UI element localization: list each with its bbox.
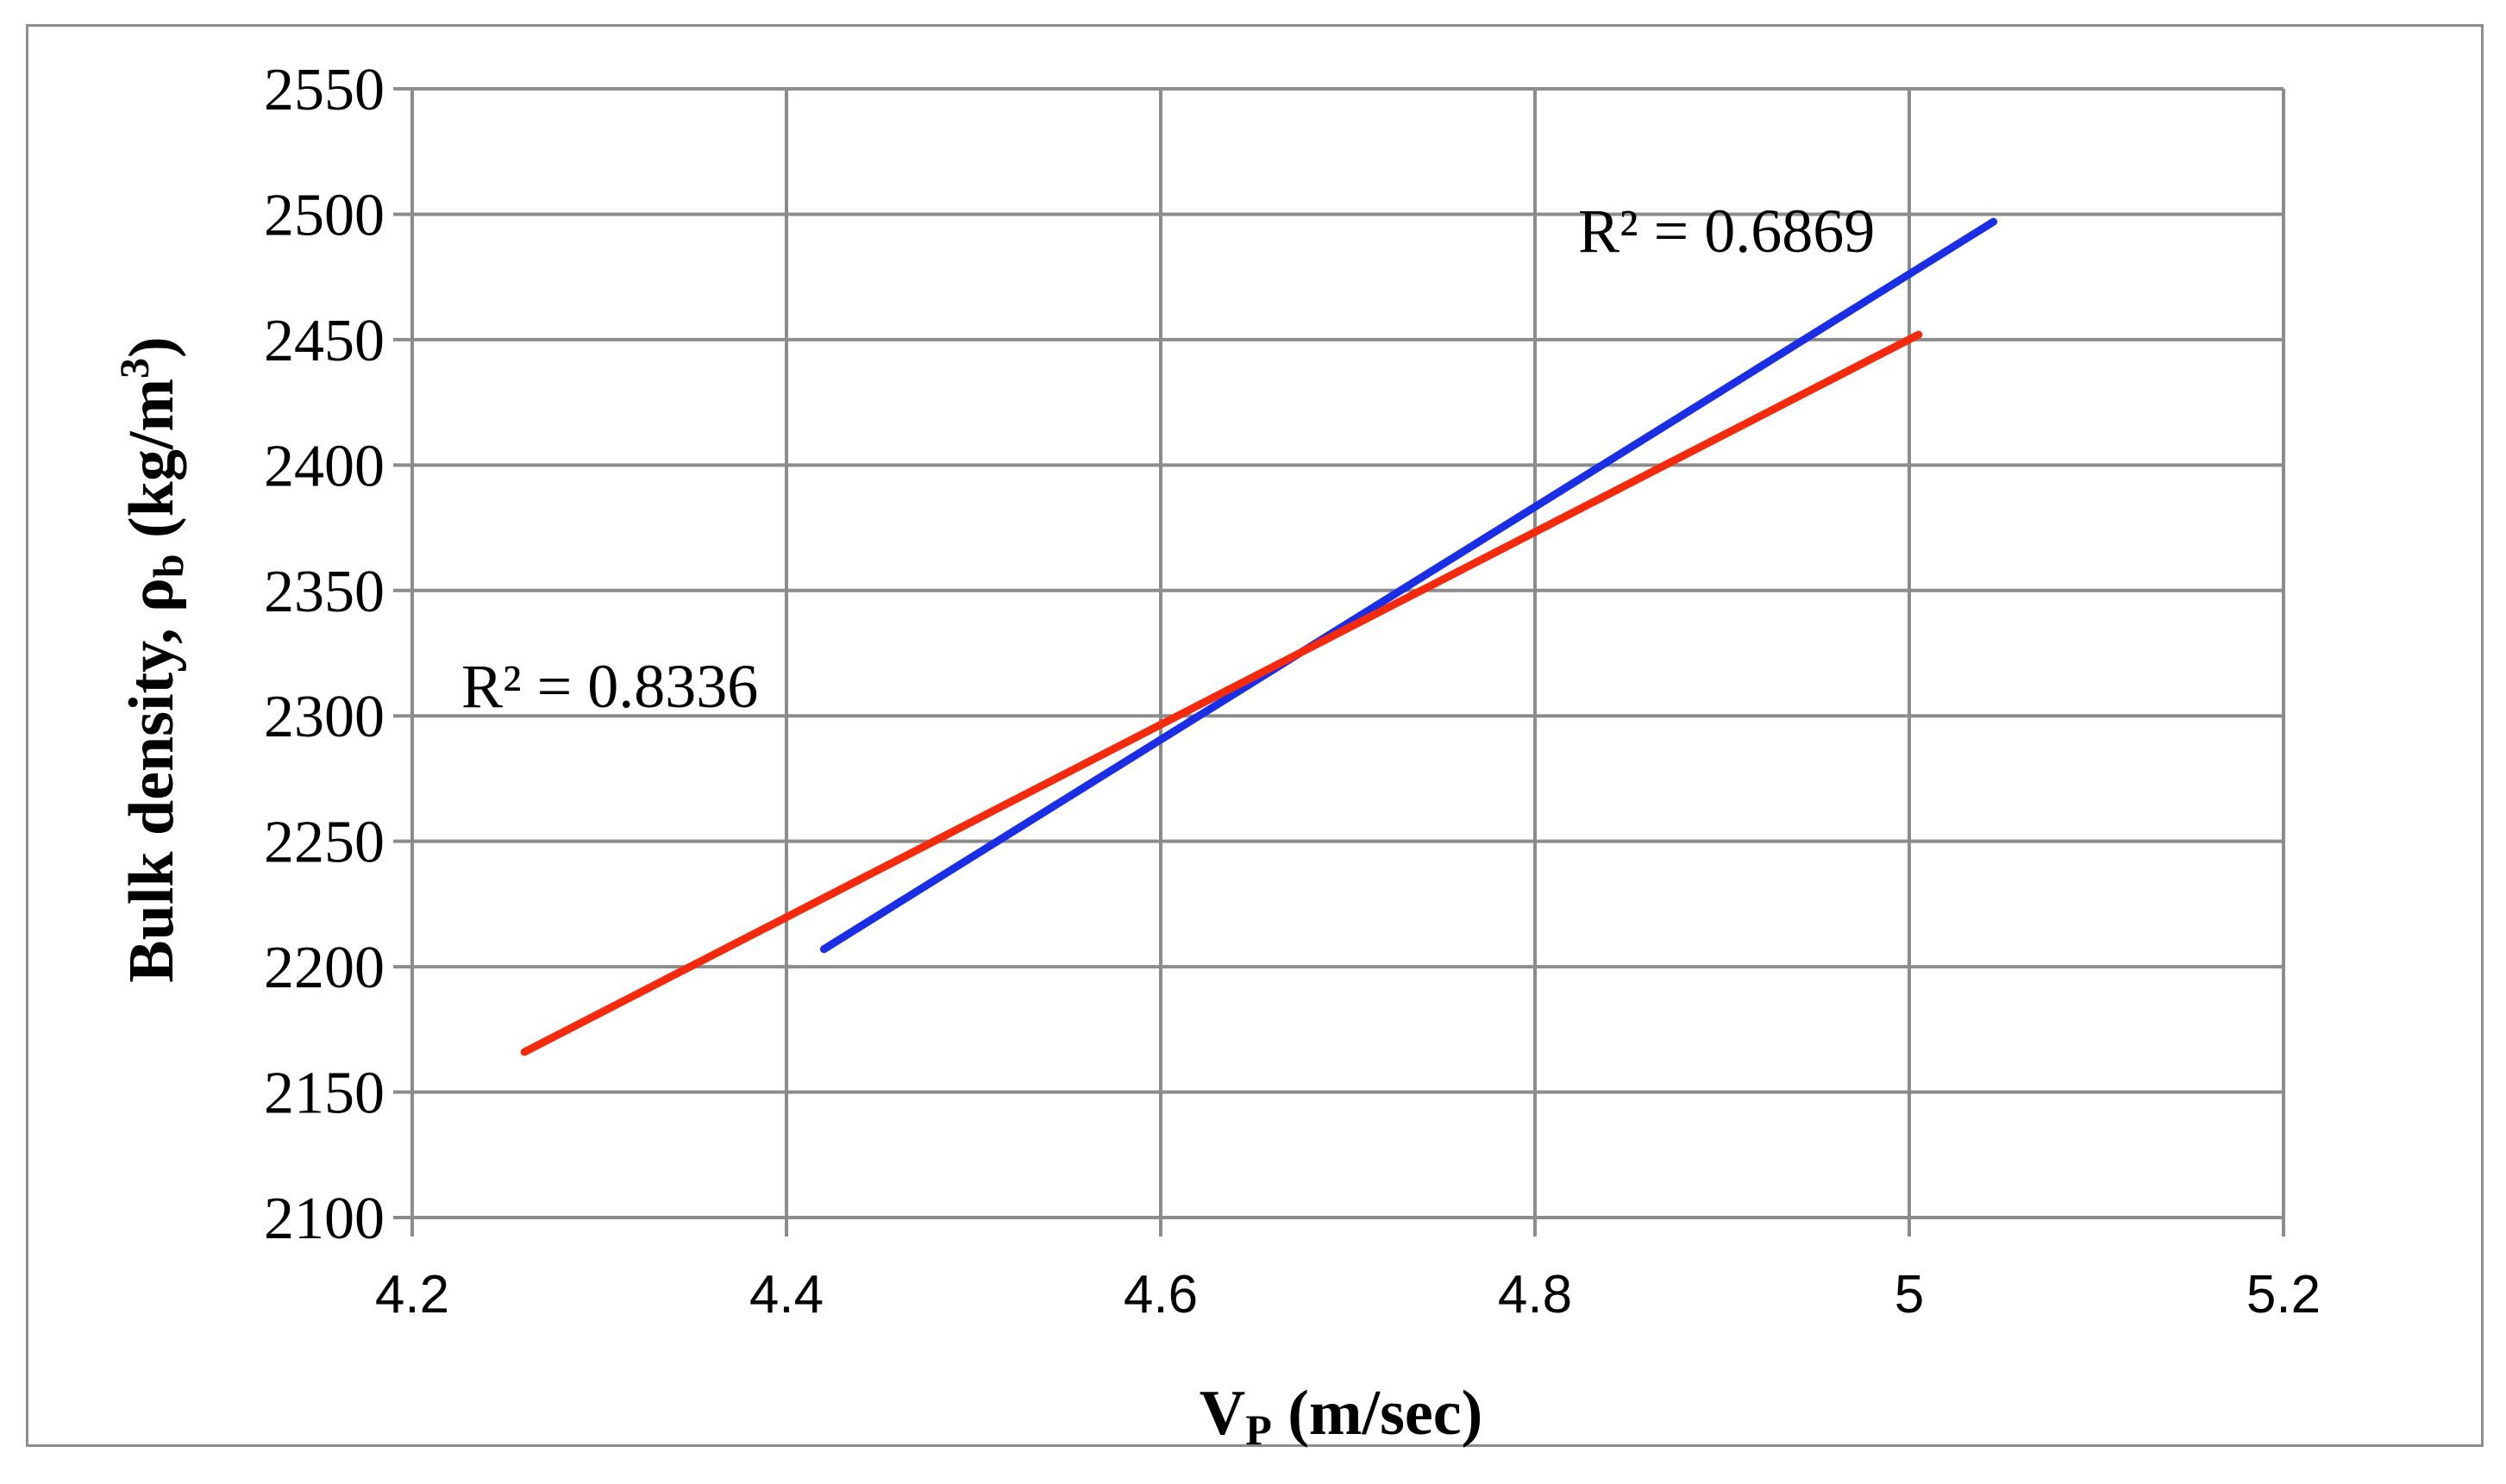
x-tick-labels: 4.2 4.4 4.6 4.8 5 5.2 <box>375 1265 2321 1324</box>
x-tick-label: 4.8 <box>1498 1265 1572 1324</box>
x-tick-label: 5.2 <box>2246 1265 2321 1324</box>
series-line-1 <box>819 217 1998 954</box>
x-tick-label: 4.2 <box>375 1265 449 1324</box>
chart-frame <box>26 24 2484 1447</box>
y-tick-label: 2350 <box>264 559 385 625</box>
r-squared-label-2: R² = 0.8336 <box>461 652 758 721</box>
x-tick-label: 5 <box>1895 1265 1924 1324</box>
annotations: R² = 0.6869 R² = 0.8336 <box>461 197 1875 721</box>
r-squared-label-1: R² = 0.6869 <box>1578 197 1875 266</box>
y-tick-label: 2300 <box>264 684 385 750</box>
y-tick-label: 2200 <box>264 935 385 1001</box>
y-tick-label: 2150 <box>264 1061 385 1127</box>
y-tick-label: 2250 <box>264 810 385 876</box>
x-axis-title: VP (m/sec) <box>1200 1378 1482 1454</box>
y-tick-label: 2450 <box>264 308 385 374</box>
y-tick-label: 2550 <box>264 57 385 123</box>
series-line-2 <box>520 330 1923 1056</box>
x-tick-label: 4.4 <box>749 1265 824 1324</box>
y-tick-label: 2500 <box>264 182 385 248</box>
y-tick-labels: 2100 2150 2200 2250 2300 2350 2400 2450 2500 2550 <box>264 57 385 1252</box>
axes <box>393 87 2285 1237</box>
series-lines <box>520 217 1998 1056</box>
x-tick-label: 4.6 <box>1124 1265 1198 1324</box>
y-tick-label: 2100 <box>264 1186 385 1252</box>
y-tick-label: 2400 <box>264 433 385 499</box>
y-axis-title: Bulk density, ρb (kg/m3) <box>112 336 192 982</box>
